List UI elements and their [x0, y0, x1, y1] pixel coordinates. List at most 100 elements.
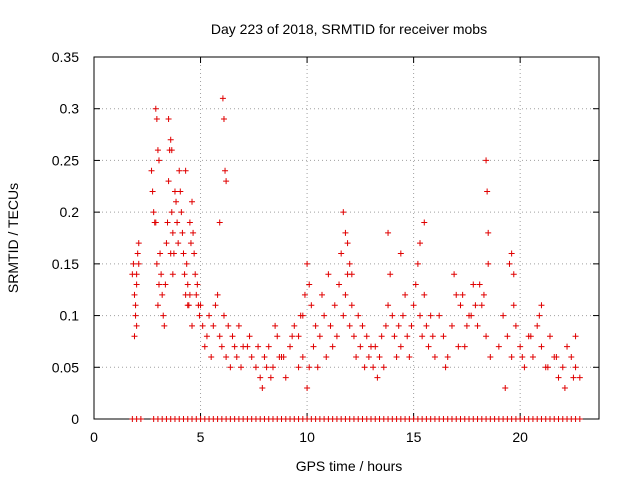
data-point: [223, 178, 230, 185]
data-point: [348, 271, 355, 278]
data-point: [135, 260, 142, 267]
data-point: [380, 364, 387, 371]
data-point: [306, 281, 313, 288]
data-point: [220, 116, 227, 123]
data-point: [500, 312, 507, 319]
data-point: [246, 333, 253, 340]
data-point: [502, 384, 509, 391]
data-point: [163, 240, 170, 247]
data-point: [223, 353, 230, 360]
data-point: [176, 167, 183, 174]
data-point: [218, 343, 225, 350]
data-point: [344, 240, 351, 247]
y-tick-label: 0.35: [52, 49, 79, 65]
data-point: [229, 333, 236, 340]
data-point: [131, 333, 138, 340]
data-point: [263, 364, 270, 371]
data-point: [299, 353, 306, 360]
data-point: [244, 343, 251, 350]
data-point: [216, 219, 223, 226]
data-point: [440, 333, 447, 340]
data-point: [487, 353, 494, 360]
data-point: [417, 240, 424, 247]
data-point: [534, 322, 541, 329]
data-point: [421, 291, 428, 298]
data-point: [423, 322, 430, 329]
data-point: [559, 364, 566, 371]
data-point: [468, 312, 475, 319]
data-point: [570, 374, 577, 381]
x-tick-label: 0: [90, 429, 98, 445]
data-point: [255, 343, 262, 350]
data-point: [463, 322, 470, 329]
data-point: [325, 271, 332, 278]
x-tick-label: 15: [406, 429, 422, 445]
data-point: [521, 364, 528, 371]
data-point: [483, 333, 490, 340]
data-point: [346, 260, 353, 267]
x-tick-label: 20: [512, 429, 528, 445]
data-point: [310, 343, 317, 350]
data-point: [340, 209, 347, 216]
data-point: [327, 322, 334, 329]
data-point: [159, 291, 166, 298]
data-point: [269, 364, 276, 371]
data-point: [174, 219, 181, 226]
data-point: [154, 147, 161, 154]
data-point: [259, 384, 266, 391]
data-point: [208, 353, 215, 360]
data-point: [361, 364, 368, 371]
data-point: [359, 322, 366, 329]
data-point: [451, 271, 458, 278]
data-point: [222, 167, 229, 174]
axis-ticks: 0 5 10 15 20 0 0.05 0.1 0.15 0.2 0.25 0.3 0.35: [52, 49, 599, 445]
data-point: [429, 333, 436, 340]
data-point: [370, 364, 377, 371]
data-point: [397, 343, 404, 350]
data-point: [192, 271, 199, 278]
data-point: [404, 333, 411, 340]
plot-frame: [93, 56, 600, 420]
data-point: [506, 260, 513, 267]
data-point: [538, 343, 545, 350]
data-point: [455, 343, 462, 350]
data-point: [130, 260, 137, 267]
data-point: [295, 333, 302, 340]
grid: [94, 57, 599, 419]
data-point: [168, 209, 175, 216]
data-point: [417, 312, 424, 319]
data-point: [150, 209, 157, 216]
data-point: [459, 291, 466, 298]
data-point: [155, 157, 162, 164]
data-point: [225, 322, 232, 329]
data-point: [165, 178, 172, 185]
data-point: [197, 302, 204, 309]
data-point: [365, 353, 372, 360]
data-point: [387, 271, 394, 278]
data-point: [504, 333, 511, 340]
data-point: [131, 291, 138, 298]
data-point: [442, 364, 449, 371]
data-point: [336, 281, 343, 288]
data-point: [190, 229, 197, 236]
data-point: [182, 167, 189, 174]
data-point: [133, 281, 140, 288]
data-point: [431, 353, 438, 360]
data-point: [274, 333, 281, 340]
data-point: [157, 250, 164, 257]
data-point: [338, 250, 345, 257]
data-point: [363, 333, 370, 340]
data-point: [510, 302, 517, 309]
data-point: [134, 250, 141, 257]
data-point: [212, 302, 219, 309]
data-point: [193, 291, 200, 298]
data-point: [219, 95, 226, 102]
y-tick-label: 0.2: [60, 204, 80, 220]
data-point: [564, 343, 571, 350]
data-point: [393, 353, 400, 360]
y-axis-label: SRMTID / TECUs: [5, 183, 21, 293]
data-point: [406, 353, 413, 360]
data-point: [484, 188, 491, 195]
data-point: [289, 333, 296, 340]
y-tick-label: 0.15: [52, 256, 79, 272]
